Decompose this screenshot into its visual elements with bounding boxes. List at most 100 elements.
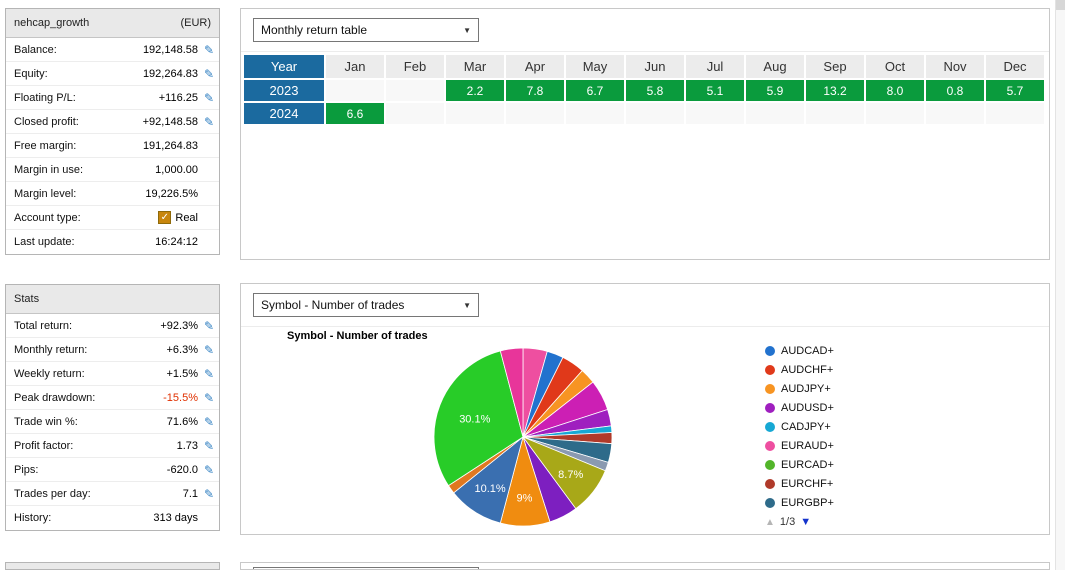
return-cell: 5.1 — [686, 80, 744, 101]
edit-icon[interactable]: ✎ — [203, 66, 214, 81]
return-cell: 0.8 — [926, 80, 984, 101]
table-header-month: Jan — [326, 55, 384, 78]
pie-chart-title: Symbol - Number of trades — [287, 330, 428, 342]
row-value: 19,226.5% — [145, 187, 198, 200]
row-label: Balance: — [14, 43, 57, 56]
legend-label: AUDCHF+ — [781, 363, 834, 376]
row-value: +92.3% — [160, 319, 198, 332]
row-label: Closed profit: — [14, 115, 79, 128]
edit-slot: ✎ — [198, 464, 214, 476]
empty-cell — [806, 103, 864, 124]
legend-color-dot — [765, 459, 775, 470]
pie-slice[interactable] — [499, 347, 524, 438]
edit-icon[interactable]: ✎ — [203, 114, 214, 129]
account-panel-header: nehcap_growth (EUR) — [6, 9, 219, 38]
row-value: 1,000.00 — [155, 163, 198, 176]
symbol-view-select-value: Symbol - Number of trades — [261, 298, 405, 312]
scrollbar-up-button[interactable] — [1056, 0, 1065, 10]
account-type-checkbox[interactable]: ✓ — [158, 211, 172, 224]
edit-icon[interactable]: ✎ — [203, 390, 214, 405]
edit-icon[interactable]: ✎ — [203, 318, 214, 333]
legend-color-dot — [765, 497, 775, 508]
row-value: +116.25 — [158, 91, 198, 104]
edit-icon[interactable]: ✎ — [203, 366, 214, 381]
row-label: Pips: — [14, 463, 39, 476]
info-row: Total return: +92.3% ✎ — [6, 314, 219, 338]
legend-item: AUDCAD+ — [765, 341, 834, 360]
edit-slot: ✎ — [198, 68, 214, 80]
row-value: +6.3% — [166, 343, 199, 356]
next-main-panel-stub — [240, 562, 1050, 570]
legend-item: AUDUSD+ — [765, 398, 834, 417]
empty-cell — [746, 103, 804, 124]
legend-label: EURGBP+ — [781, 496, 834, 509]
return-cell: 5.8 — [626, 80, 684, 101]
empty-cell — [506, 103, 564, 124]
row-value: -15.5% — [163, 391, 198, 404]
edit-icon[interactable]: ✎ — [203, 90, 214, 105]
info-row: Trades per day: 7.1 ✎ — [6, 482, 219, 506]
row-label: Floating P/L: — [14, 91, 76, 104]
row-label: History: — [14, 512, 52, 524]
account-name: nehcap_growth — [14, 17, 90, 29]
row-value: +92,148.58 — [142, 115, 198, 128]
info-row: Trade win %: 71.6% ✎ — [6, 410, 219, 434]
symbol-view-select[interactable]: Symbol - Number of trades ▼ — [253, 293, 479, 317]
empty-cell — [326, 80, 384, 101]
legend-color-dot — [765, 402, 775, 413]
row-label: Trades per day: — [14, 487, 91, 500]
empty-cell — [986, 103, 1044, 124]
table-header-month: Oct — [866, 55, 924, 78]
pie-slice[interactable] — [433, 350, 524, 487]
edit-icon[interactable]: ✎ — [203, 486, 214, 501]
row-value: +1.5% — [166, 367, 199, 380]
next-panel-select[interactable] — [253, 567, 479, 569]
table-header-month: Aug — [746, 55, 804, 78]
row-value: 192,148.58 — [142, 43, 198, 56]
edit-slot: ✎ — [198, 488, 214, 500]
edit-icon[interactable]: ✎ — [203, 42, 214, 57]
row-label: Margin level: — [14, 187, 77, 200]
legend-label: EURAUD+ — [781, 439, 834, 452]
row-label: Account type: — [14, 211, 81, 224]
table-header-month: Jun — [626, 55, 684, 78]
row-label: Margin in use: — [14, 163, 84, 176]
table-row: 2023 2.2 7.8 6.7 5.8 5.1 5.9 13.2 8.0 0.8 5.7 — [244, 80, 1044, 101]
monthly-view-select[interactable]: Monthly return table ▼ — [253, 18, 479, 42]
pie-slice-label: 10.1% — [474, 483, 505, 495]
empty-cell — [386, 103, 444, 124]
empty-cell — [926, 103, 984, 124]
symbol-pie-chart: 8.7% 9% 10.1% 30.1% — [433, 347, 613, 527]
edit-slot: ✎ — [198, 416, 214, 428]
legend-label: AUDUSD+ — [781, 401, 834, 414]
empty-cell — [446, 103, 504, 124]
chevron-down-icon: ▼ — [463, 25, 471, 35]
info-row: Last update: 16:24:12 — [6, 230, 219, 254]
vertical-scrollbar[interactable] — [1055, 0, 1065, 570]
edit-slot: ✎ — [198, 344, 214, 356]
stats-panel: Stats Total return: +92.3% ✎ Monthly return… — [5, 284, 220, 531]
edit-icon[interactable]: ✎ — [203, 462, 214, 477]
stats-rows: Total return: +92.3% ✎ Monthly return: +6.3%… — [6, 314, 219, 530]
info-row: Equity: 192,264.83 ✎ — [6, 62, 219, 86]
info-row: Balance: 192,148.58 ✎ — [6, 38, 219, 62]
legend-page-up-icon[interactable]: ▲ — [765, 516, 775, 528]
info-row: Floating P/L: +116.25 ✎ — [6, 86, 219, 110]
legend-color-dot — [765, 478, 775, 489]
stats-panel-header: Stats — [6, 285, 219, 314]
edit-icon[interactable]: ✎ — [203, 414, 214, 429]
table-header-month: Dec — [986, 55, 1044, 78]
legend-page-down-icon[interactable]: ▼ — [800, 516, 812, 528]
edit-icon[interactable]: ✎ — [203, 438, 214, 453]
return-cell: 2.2 — [446, 80, 504, 101]
legend-label: EURCHF+ — [781, 477, 834, 490]
legend-color-dot — [765, 345, 775, 356]
info-row: History: 313 days — [6, 506, 219, 530]
edit-icon[interactable]: ✎ — [203, 342, 214, 357]
table-header-month: Mar — [446, 55, 504, 78]
legend-item: EURCAD+ — [765, 455, 834, 474]
return-cell: 6.6 — [326, 103, 384, 124]
return-cell: 7.8 — [506, 80, 564, 101]
info-row: Margin level: 19,226.5% — [6, 182, 219, 206]
